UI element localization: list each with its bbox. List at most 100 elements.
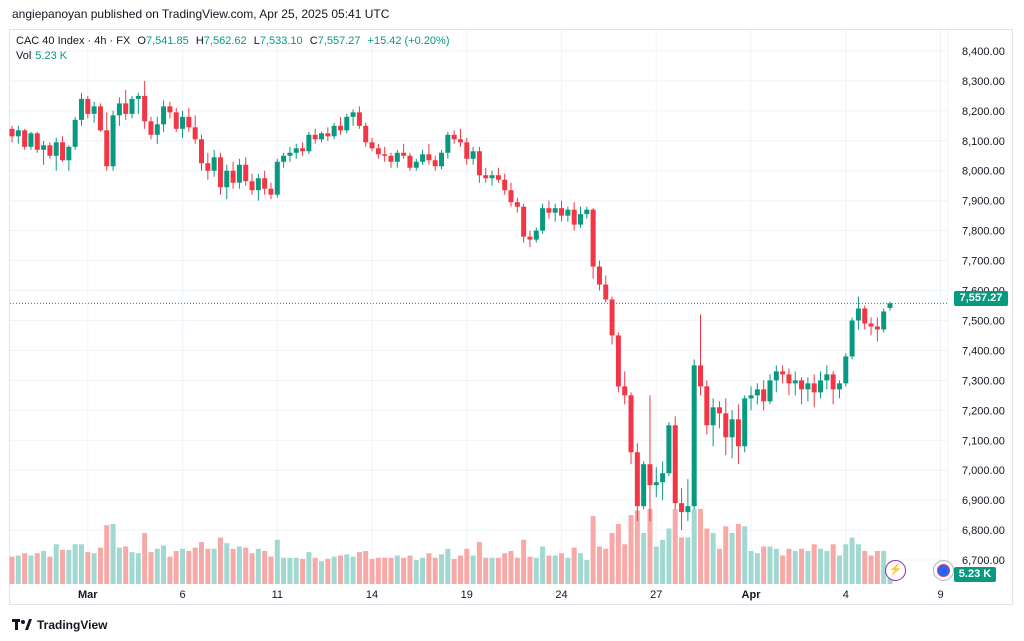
volume-bar	[698, 509, 704, 584]
legend-close-label: C	[309, 35, 318, 47]
price-tick-label: 6,900.00	[962, 495, 1005, 507]
candle-body	[123, 103, 129, 114]
candle-body	[533, 230, 539, 240]
volume-bar	[72, 544, 78, 584]
volume-bar	[407, 555, 413, 584]
volume-bar	[224, 543, 230, 584]
volume-bar	[192, 547, 198, 584]
candle-body	[91, 106, 97, 114]
volume-bar	[868, 555, 874, 584]
volume-bar	[805, 551, 811, 584]
volume-bar	[306, 552, 312, 584]
volume-bar	[780, 555, 786, 584]
volume-bar	[22, 553, 28, 584]
volume-bar	[319, 561, 325, 584]
globe-icon[interactable]	[933, 560, 954, 581]
chart-frame	[9, 29, 1013, 605]
volume-bar	[559, 553, 565, 584]
volume-bar	[350, 556, 356, 584]
volume-bar	[514, 557, 520, 584]
candle-body	[754, 389, 760, 396]
volume-label: Vol	[16, 50, 32, 62]
volume-bar	[502, 553, 508, 584]
volume-bar	[375, 557, 381, 584]
volume-bar	[609, 533, 615, 584]
lightning-icon[interactable]: ⚡	[885, 560, 906, 581]
candle-body	[337, 125, 343, 131]
volume-bars	[9, 509, 893, 584]
candle-body	[388, 155, 394, 162]
volume-bar	[849, 537, 855, 584]
volume-bar	[198, 542, 204, 584]
price-tick-label: 6,800.00	[962, 525, 1005, 537]
candle-body	[356, 112, 362, 126]
volume-bar	[255, 548, 261, 584]
volume-bar	[97, 547, 103, 584]
candle-body	[527, 236, 533, 240]
volume-bar	[862, 551, 868, 584]
candle-body	[66, 146, 72, 161]
candle-body	[312, 134, 318, 140]
volume-bar	[293, 557, 299, 584]
volume-bar	[110, 524, 116, 584]
volume-bar	[325, 558, 331, 584]
volume-bar	[382, 557, 388, 584]
price-tick-label: 7,100.00	[962, 435, 1005, 447]
volume-bar	[685, 537, 691, 584]
candle-body	[615, 335, 621, 387]
legend-high-value: 7,562.62	[203, 35, 247, 47]
price-tick-label: 7,900.00	[962, 196, 1005, 208]
candle-body	[773, 371, 779, 381]
price-tick-label: 8,100.00	[962, 136, 1005, 148]
candle-body	[786, 374, 792, 384]
candle-body	[868, 323, 874, 327]
candle-body	[9, 128, 15, 137]
volume-bar	[603, 548, 609, 584]
volume-bar	[799, 548, 805, 584]
volume-bar	[881, 551, 887, 584]
volume-bar	[874, 551, 880, 584]
candle-body	[691, 365, 697, 507]
volume-bar	[123, 546, 129, 584]
volume-legend: Vol 5.23 K	[16, 49, 67, 64]
legend-high-label: H	[195, 35, 204, 47]
candle-body	[97, 106, 103, 131]
candle-body	[559, 208, 565, 216]
volume-bar	[792, 551, 798, 584]
volume-bar	[268, 556, 274, 584]
candle-body	[577, 214, 583, 225]
volume-bar	[666, 528, 672, 584]
candle-body	[508, 190, 514, 203]
time-tick-label: Mar	[78, 589, 98, 601]
candle-body	[887, 303, 893, 308]
volume-bar	[748, 551, 754, 584]
tradingview-logo[interactable]: TradingView	[12, 618, 107, 632]
candle-body	[571, 209, 577, 225]
candle-body	[679, 503, 685, 513]
volume-bar	[154, 548, 160, 584]
volume-bar	[274, 539, 280, 584]
candle-body	[407, 155, 413, 168]
candle-body	[148, 121, 154, 135]
volume-bar	[432, 557, 438, 584]
candle-body	[15, 130, 21, 137]
candle-body	[306, 134, 312, 152]
volume-bar	[85, 552, 91, 584]
volume-bar	[830, 544, 836, 584]
chart-legend: CAC 40 Index · 4h · FX O7,541.85 H7,562.…	[16, 34, 450, 49]
published-byline: angiepanoyan published on TradingView.co…	[12, 7, 390, 21]
candle-body	[521, 206, 527, 237]
volume-value: 5.23 K	[35, 50, 68, 62]
volume-bar	[337, 555, 343, 584]
candle-body	[167, 106, 173, 113]
candle-body	[514, 202, 520, 207]
volume-bar	[369, 558, 375, 584]
price-tick-label: 7,000.00	[962, 465, 1005, 477]
volume-bar	[9, 556, 15, 584]
volume-bar	[439, 554, 445, 584]
volume-bar	[180, 548, 186, 584]
volume-bar	[735, 524, 741, 584]
candle-body	[161, 106, 167, 125]
candle-body	[742, 398, 748, 447]
